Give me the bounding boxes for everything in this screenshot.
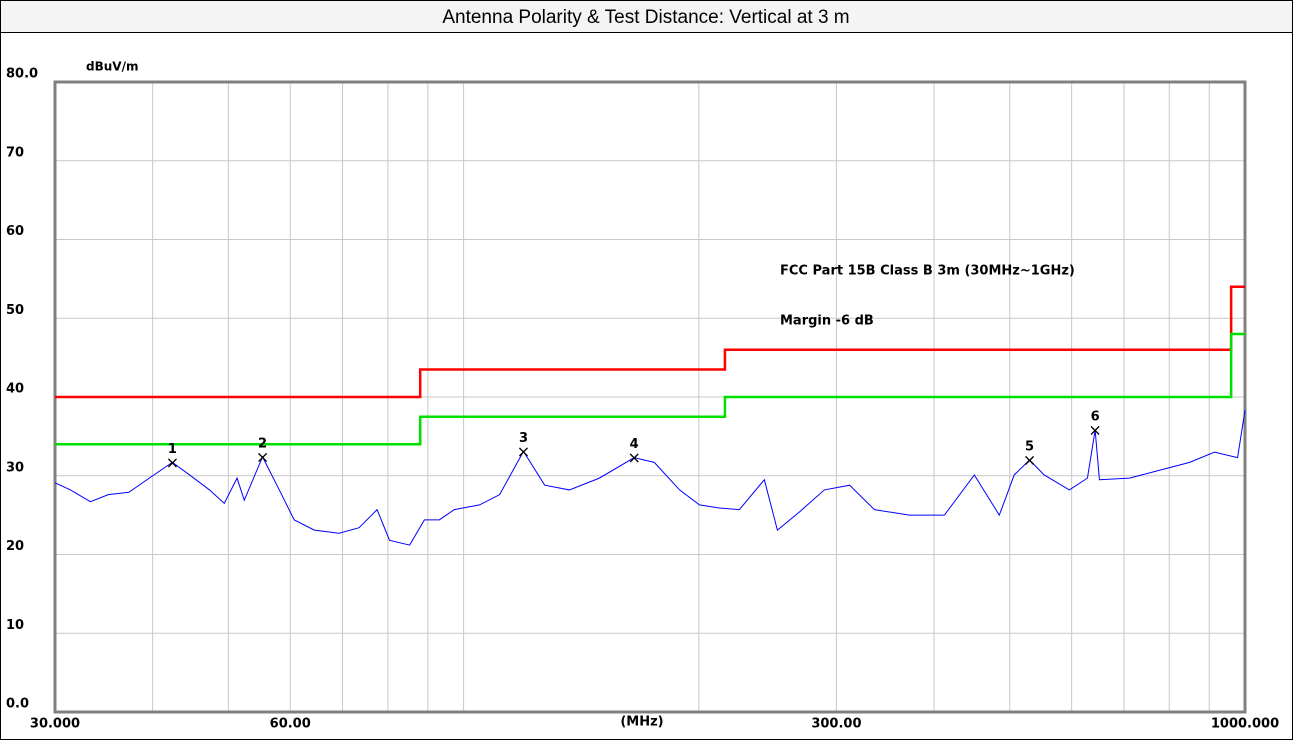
series-line <box>54 410 1246 546</box>
y-tick-label: 0.0 <box>6 697 29 712</box>
chart-title: Antenna Polarity & Test Distance: Vertic… <box>442 7 849 28</box>
marker-label: 2 <box>258 436 267 451</box>
x-tick-label: 30.000 <box>30 717 80 732</box>
series-line <box>55 285 1245 399</box>
marker-label: 4 <box>630 437 639 452</box>
legend-label: FCC Part 15B Class B 3m (30MHz~1GHz) <box>780 264 1075 279</box>
x-axis-label: (MHz) <box>620 715 663 730</box>
y-tick-label: 30 <box>6 460 24 475</box>
marker-symbol: × <box>166 453 179 472</box>
y-tick-label: 20 <box>6 539 24 554</box>
x-tick-label: 60.00 <box>270 717 311 732</box>
marker-symbol: × <box>1023 451 1036 470</box>
y-tick-label: 70 <box>6 145 24 160</box>
legend-label: Margin -6 dB <box>780 314 874 329</box>
marker-label: 5 <box>1025 440 1034 455</box>
y-tick-label: 80.0 <box>6 67 38 82</box>
x-tick-label: 300.00 <box>811 717 861 732</box>
marker-symbol: × <box>627 448 640 467</box>
y-tick-label: 60 <box>6 224 24 239</box>
y-tick-label: 10 <box>6 618 24 633</box>
x-tick-label: 1000.000 <box>1211 717 1279 732</box>
header <box>0 0 1293 33</box>
marker-label: 3 <box>519 431 528 446</box>
series-line <box>55 332 1245 446</box>
y-axis-label: dBuV/m <box>86 60 138 74</box>
marker-symbol: × <box>256 447 269 466</box>
marker-symbol: × <box>517 442 530 461</box>
marker-symbol: × <box>1088 421 1101 440</box>
y-tick-label: 40 <box>6 382 24 397</box>
marker-label: 6 <box>1091 410 1100 425</box>
marker-label: 1 <box>168 442 177 457</box>
y-tick-label: 50 <box>6 303 24 318</box>
